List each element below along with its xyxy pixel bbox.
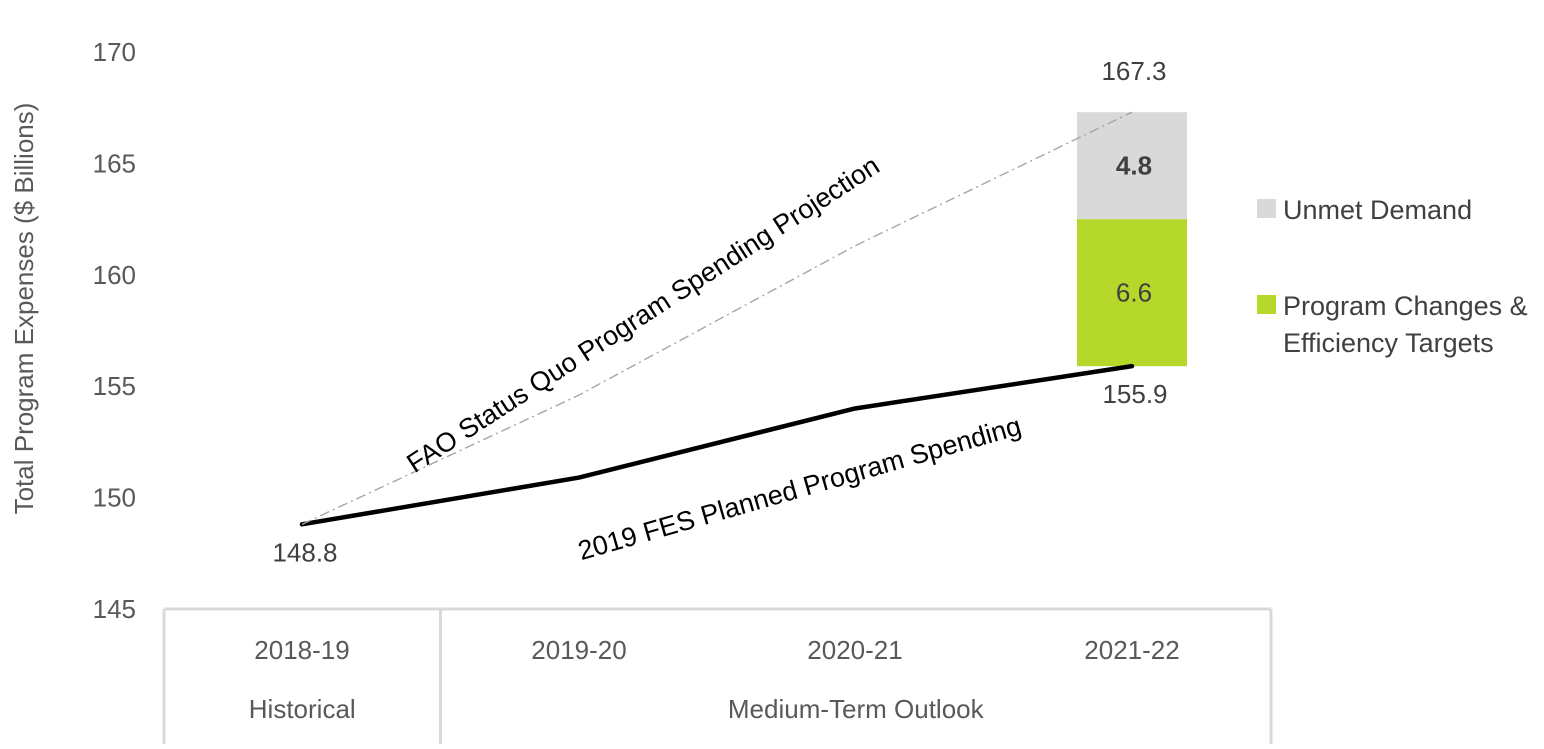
x-tick-label: 2020-21	[807, 635, 902, 665]
legend-label: Program Changes &	[1283, 291, 1528, 321]
legend-label: Unmet Demand	[1283, 195, 1472, 225]
data-label: 148.8	[272, 537, 337, 567]
lines-group	[299, 111, 1135, 527]
y-tick-label: 160	[93, 260, 136, 290]
fes-planned-line	[299, 363, 1135, 527]
fes-line-annotation: 2019 FES Planned Program Spending	[575, 411, 1025, 566]
y-tick-label: 145	[93, 594, 136, 624]
x-group-label: Historical	[249, 694, 356, 724]
x-tick-label: 2019-20	[531, 635, 626, 665]
y-tick-label: 155	[93, 371, 136, 401]
stacked-bar-group	[1077, 112, 1187, 367]
y-tick-label: 150	[93, 483, 136, 513]
y-axis-title: Total Program Expenses ($ Billions)	[9, 103, 39, 515]
legend-swatch	[1257, 199, 1276, 218]
legend-label: Efficiency Targets	[1283, 328, 1494, 358]
data-label: 167.3	[1101, 56, 1166, 86]
x-tick-label: 2021-22	[1084, 635, 1179, 665]
fao-line-annotation: FAO Status Quo Program Spending Projecti…	[401, 150, 884, 478]
bar-segment	[1077, 219, 1187, 367]
fao-projection-line	[301, 111, 1133, 525]
x-group-label: Medium-Term Outlook	[728, 694, 985, 724]
bar-segment-label: 4.8	[1116, 151, 1152, 181]
bar-segment-label: 6.6	[1116, 278, 1152, 308]
legend-swatch	[1257, 295, 1276, 314]
labels-group: 6.6 4.8 148.8 155.9 167.3 FAO Status Quo Prog…	[272, 56, 1167, 567]
x-tick-label: 2018-19	[254, 635, 349, 665]
legend-group: Unmet Demand Program Changes & Efficiency …	[1257, 195, 1528, 358]
data-label: 155.9	[1102, 379, 1167, 409]
axes-group: 145 150 155 160 165 170 Total Program Expenses…	[9, 37, 1273, 744]
y-tick-label: 170	[93, 37, 136, 67]
y-tick-label: 165	[93, 148, 136, 178]
